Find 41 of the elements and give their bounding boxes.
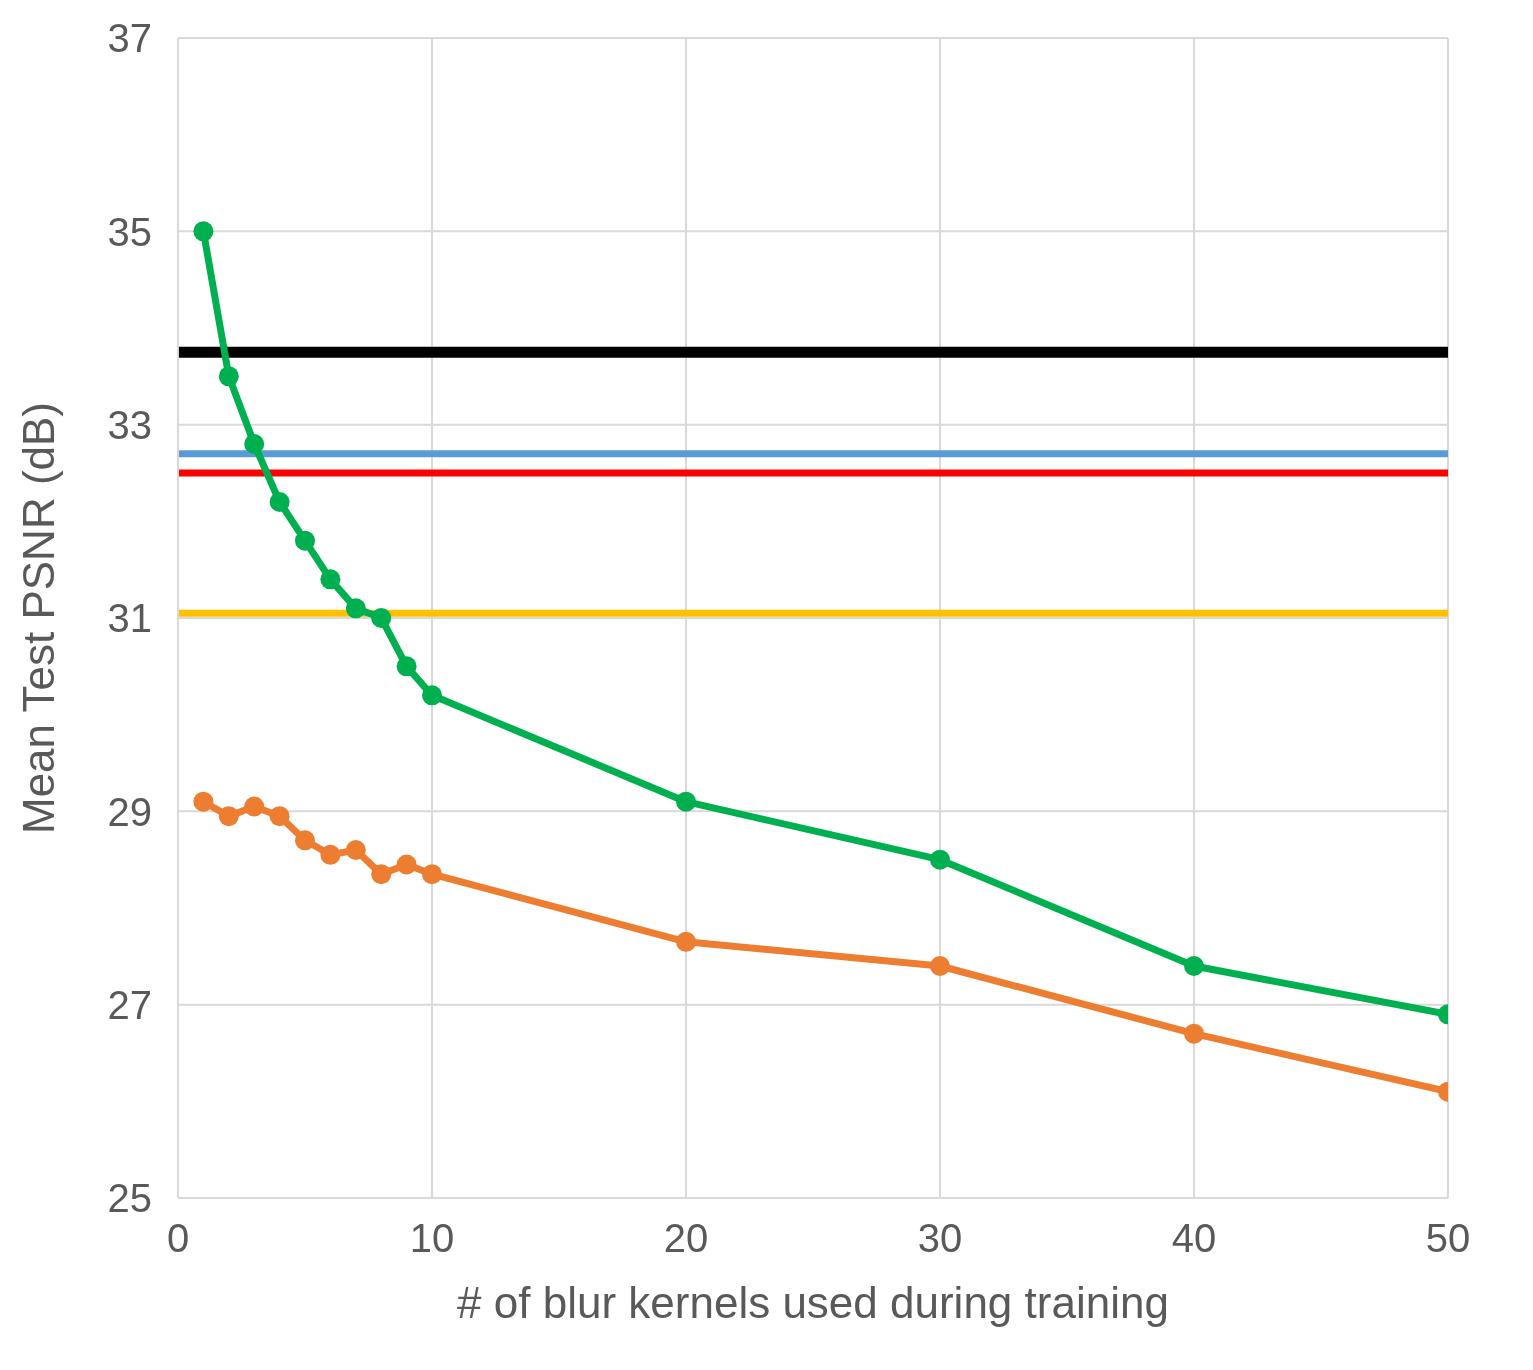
y-tick-label: 33: [107, 402, 152, 447]
point: [244, 434, 265, 454]
x-tick-label: 50: [1425, 1216, 1471, 1261]
point: [371, 608, 392, 628]
x-tick-label: 30: [917, 1216, 963, 1261]
point: [244, 796, 265, 817]
point: [422, 685, 442, 706]
point: [345, 598, 366, 619]
point: [371, 864, 392, 885]
y-tick-label: 37: [107, 16, 152, 61]
y-tick-label: 31: [107, 596, 152, 641]
point: [676, 791, 696, 812]
x-tick-label: 20: [663, 1216, 709, 1261]
point: [422, 864, 442, 885]
point: [269, 492, 290, 512]
point: [295, 530, 315, 551]
point: [320, 569, 341, 590]
x-tick-label: 40: [1171, 1216, 1217, 1261]
point: [193, 221, 214, 242]
point: [930, 956, 950, 976]
point: [396, 656, 417, 677]
point: [1184, 956, 1204, 976]
x-tick-label: 10: [409, 1216, 455, 1261]
point: [193, 791, 214, 812]
point: [218, 806, 239, 827]
point: [218, 366, 239, 387]
y-tick-label: 25: [107, 1176, 152, 1221]
point: [269, 806, 290, 827]
point: [345, 840, 366, 860]
point: [676, 931, 696, 952]
x-axis-title: # of blur kernels used during training: [457, 1278, 1169, 1327]
point: [320, 844, 341, 865]
point: [396, 854, 417, 875]
x-tick-label: 0: [166, 1216, 190, 1261]
point: [1184, 1023, 1204, 1044]
y-tick-label: 27: [107, 982, 152, 1027]
y-tick-label: 35: [107, 209, 152, 254]
y-tick-label: 29: [107, 789, 152, 834]
point: [930, 849, 950, 870]
y-axis-title: Mean Test PSNR (dB): [13, 401, 63, 835]
point: [295, 830, 315, 851]
